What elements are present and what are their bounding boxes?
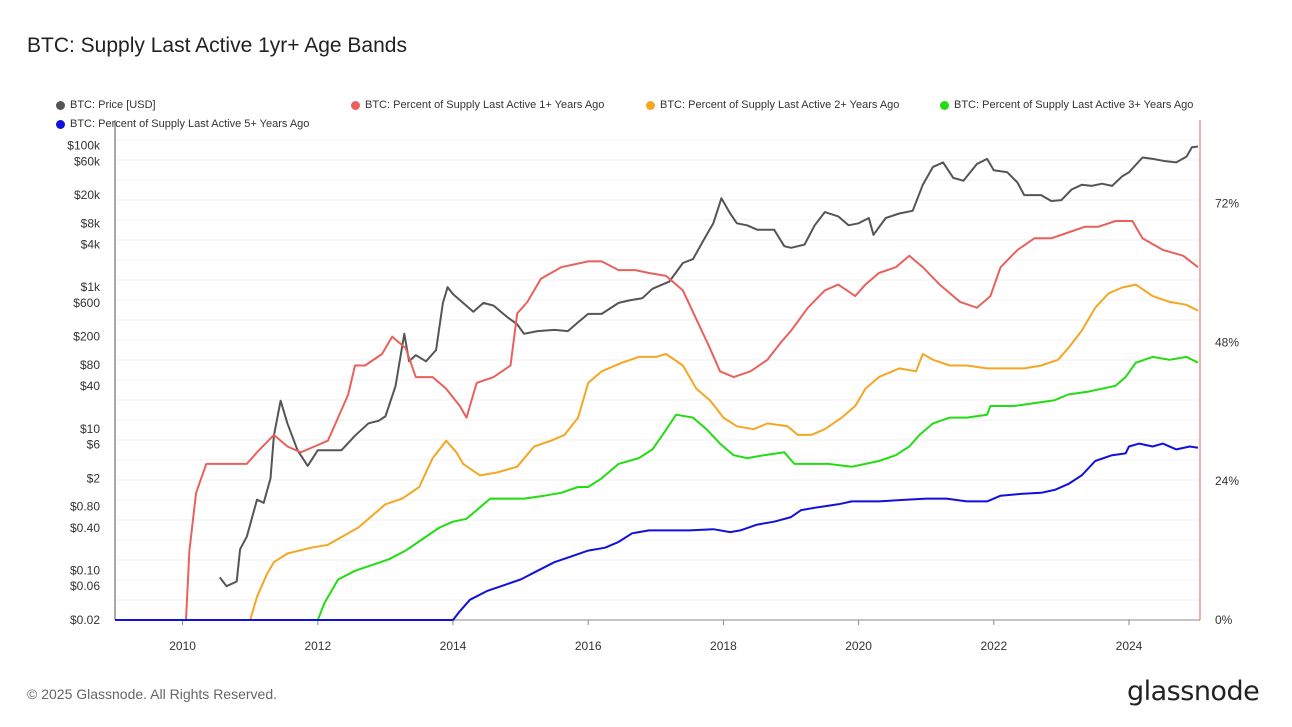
- x-tick-label: 2018: [710, 639, 737, 653]
- legend-label-2y: BTC: Percent of Supply Last Active 2+ Ye…: [660, 99, 900, 111]
- series-5y-line: [115, 442, 1199, 621]
- series-lines: [115, 145, 1199, 621]
- x-tick-label: 2020: [845, 639, 872, 653]
- y-right-tick-label: 24%: [1215, 474, 1239, 488]
- x-tick-label: 2010: [169, 639, 196, 653]
- y-right-tick-label: 72%: [1215, 197, 1239, 211]
- legend-label-3y: BTC: Percent of Supply Last Active 3+ Ye…: [954, 99, 1194, 111]
- y-left-tick-label: $2: [87, 471, 101, 485]
- legend-item-price[interactable]: BTC: Price [USD]: [56, 99, 156, 111]
- y-left-tick-label: $0.80: [70, 500, 100, 514]
- y-left-tick-label: $80: [80, 358, 100, 372]
- y-left-tick-label: $1k: [81, 280, 101, 294]
- y-left-tick-label: $60k: [74, 154, 101, 168]
- series-price-line: [219, 145, 1199, 588]
- series-3y-line: [115, 355, 1199, 621]
- series-1y-line: [115, 220, 1199, 621]
- legend-dot-5y: [56, 119, 65, 129]
- legend-dot-price: [56, 100, 65, 110]
- copyright-notice: © 2025 Glassnode. All Rights Reserved.: [27, 686, 278, 702]
- y-left-tick-label: $600: [73, 296, 100, 310]
- legend-item-2y[interactable]: BTC: Percent of Supply Last Active 2+ Ye…: [646, 99, 899, 111]
- legend-label-price: BTC: Price [USD]: [70, 99, 156, 111]
- x-tick-label: 2022: [980, 639, 1007, 653]
- legend-label-5y: BTC: Percent of Supply Last Active 5+ Ye…: [70, 118, 310, 130]
- y-left-tick-label: $0.02: [70, 613, 100, 627]
- x-tick-label: 2012: [304, 639, 331, 653]
- y-left-tick-label: $8k: [81, 216, 101, 230]
- legend-item-1y[interactable]: BTC: Percent of Supply Last Active 1+ Ye…: [351, 99, 604, 111]
- x-tick-label: 2024: [1116, 639, 1143, 653]
- y-left-tick-label: $20k: [74, 188, 101, 202]
- y-left-tick-label: $4k: [81, 238, 101, 252]
- y-right-tick-label: 0%: [1215, 613, 1233, 627]
- glassnode-logo: glassnode: [1127, 676, 1260, 707]
- x-tick-label: 2016: [575, 639, 602, 653]
- chart-title: BTC: Supply Last Active 1yr+ Age Bands: [27, 34, 407, 57]
- y-left-tick-label: $10: [80, 422, 100, 436]
- y-right-tick-label: 48%: [1215, 335, 1239, 349]
- legend-dot-2y: [646, 100, 655, 110]
- y-left-tick-label: $0.06: [70, 579, 100, 593]
- y-left-tick-label: $40: [80, 379, 100, 393]
- y-left-tick-label: $6: [87, 438, 101, 452]
- y-left-tick-label: $200: [73, 330, 100, 344]
- x-tick-label: 2014: [440, 639, 467, 653]
- legend-item-3y[interactable]: BTC: Percent of Supply Last Active 3+ Ye…: [940, 99, 1193, 111]
- grid-lines: [115, 139, 1200, 621]
- legend: BTC: Price [USD] BTC: Percent of Supply …: [56, 99, 1226, 139]
- y-left-tick-label: $0.40: [70, 521, 100, 535]
- legend-dot-3y: [940, 100, 949, 110]
- legend-item-5y[interactable]: BTC: Percent of Supply Last Active 5+ Ye…: [56, 118, 309, 130]
- y-left-tick-label: $0.10: [70, 564, 100, 578]
- legend-label-1y: BTC: Percent of Supply Last Active 1+ Ye…: [365, 99, 605, 111]
- y-left-tick-label: $100k: [67, 139, 101, 153]
- legend-dot-1y: [351, 100, 360, 110]
- series-2y-line: [115, 283, 1199, 621]
